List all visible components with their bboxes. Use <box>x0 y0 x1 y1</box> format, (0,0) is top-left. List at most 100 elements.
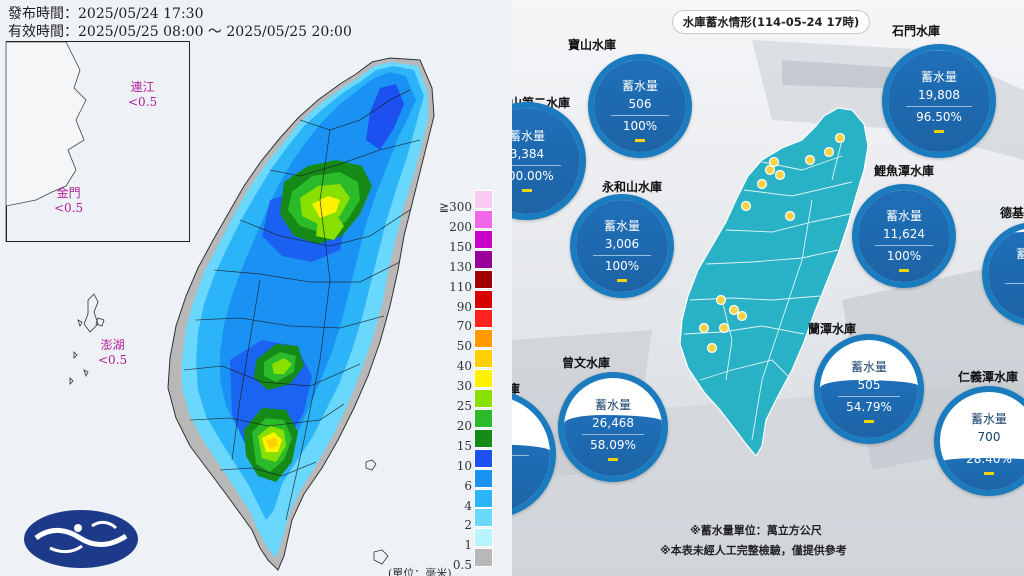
reservoir-gauge[interactable]: 蓄水量 3,384 100.00% <box>512 102 586 220</box>
storage-percent: 28.40% <box>966 452 1012 466</box>
water-level-fill <box>576 200 668 292</box>
legend-label: 70 <box>456 319 472 334</box>
divider <box>512 455 530 456</box>
storage-label: 蓄水量 <box>920 70 957 84</box>
legend-swatch <box>474 468 493 488</box>
water-level-fill <box>858 190 950 282</box>
storage-value: 11,624 <box>883 227 925 241</box>
legend-swatch <box>474 329 493 349</box>
storage-label: 蓄水量 <box>512 417 550 434</box>
legend-swatch <box>474 428 493 448</box>
status-dash-icon <box>984 472 994 475</box>
legend-swatch <box>474 528 493 548</box>
legend-swatch <box>474 389 493 408</box>
storage-label: 蓄水量 <box>988 245 1024 262</box>
reservoir-gauge[interactable]: 蓄水量 19,808 96.50% <box>882 44 996 158</box>
status-dash-icon <box>934 130 944 133</box>
rainfall-map-panel: 發布時間：2025/05/24 17:30 有效時間：2025/05/25 08… <box>0 0 512 576</box>
status-dash-icon <box>864 420 874 423</box>
legend-label: 130 <box>449 259 472 274</box>
storage-percent: 58.09% <box>590 438 636 452</box>
storage-value: 17 <box>988 265 1024 279</box>
storage-label: 蓄水量 <box>594 398 631 412</box>
storage-value: 700 <box>977 430 1001 444</box>
water-level-fill <box>988 232 1024 320</box>
legend-unit: (單位：毫米) <box>388 567 452 576</box>
storage-percent: 96.50% <box>916 110 962 124</box>
reservoir-gauge[interactable]: 蓄水量 506 100% <box>588 54 692 158</box>
reservoir-gauge[interactable]: 蓄水量 700 28.40% <box>934 386 1024 496</box>
divider <box>874 245 934 246</box>
status-dash-icon <box>617 279 627 282</box>
divider <box>610 115 670 116</box>
legend-label: 30 <box>456 379 472 394</box>
green-island <box>365 459 377 471</box>
reservoir-gauge[interactable]: 蓄水量 26,468 58.09% <box>558 372 668 482</box>
legend-label: 0.5 <box>452 558 472 573</box>
storage-percent: 54.79% <box>846 400 892 414</box>
issue-time: 發布時間：2025/05/24 17:30 <box>8 6 204 22</box>
storage-percent: 100% <box>886 249 922 263</box>
legend-swatch <box>474 309 493 329</box>
legend-label: 4 <box>464 498 472 513</box>
storage-value: 19,808 <box>918 88 960 102</box>
storage-value: 3,006 <box>604 237 640 251</box>
status-dash-icon <box>899 269 909 272</box>
divider <box>581 434 645 435</box>
reservoir-panel: 寶山水庫蓄水量506100%石門水庫蓄水量19,80896.50%寶山第二水庫蓄… <box>512 0 1024 576</box>
water-level-fill <box>564 415 662 476</box>
legend-label: 1 <box>464 538 472 553</box>
reservoir-name: 德基水庫 <box>1000 206 1024 220</box>
water-level-fill <box>820 380 918 438</box>
legend-swatch <box>474 548 493 568</box>
divider <box>837 396 901 397</box>
taiwan-reservoir-map <box>679 107 869 458</box>
reservoir-gauge[interactable]: 蓄水量 11,624 100% <box>852 184 956 288</box>
water-level-fill <box>940 458 1024 490</box>
legend-swatch <box>474 269 493 289</box>
legend-swatch <box>474 448 493 468</box>
legend-label: 200 <box>449 219 472 234</box>
divider <box>1004 283 1024 284</box>
reservoir-gauge[interactable]: 蓄水量 505 54.79% <box>814 334 924 444</box>
storage-label: 蓄水量 <box>621 79 658 93</box>
status-dash-icon <box>635 139 645 142</box>
water-level-fill <box>512 108 580 214</box>
legend-label: 10 <box>456 458 472 473</box>
legend-label: 110 <box>449 279 472 294</box>
reservoir-name: 寶山水庫 <box>568 38 617 52</box>
legend-swatch <box>474 508 493 528</box>
reservoir-name: 永和山水庫 <box>602 180 663 194</box>
reservoir-title: 水庫蓄水情形(114-05-24 17時) <box>672 10 870 34</box>
storage-value: 505 <box>857 378 881 392</box>
reservoir-name: 蘭潭水庫 <box>808 322 857 336</box>
legend-label: 2 <box>464 518 472 533</box>
storage-label: 蓄水量 <box>970 412 1007 426</box>
valid-time: 有效時間：2025/05/25 08:00 ～ 2025/05/25 20:00 <box>8 24 352 40</box>
status-dash-icon <box>608 458 618 461</box>
reservoir-name: 鯉魚潭水庫 <box>874 164 935 178</box>
reservoir-gauge[interactable]: 蓄水量 3,006 100% <box>570 194 674 298</box>
storage-percent: % <box>512 459 550 473</box>
reservoir-name: 曾文水庫 <box>562 356 611 370</box>
legend-label: 40 <box>456 359 472 374</box>
island-lienchiang: 連江 <0.5 <box>128 80 158 109</box>
reservoir-location-dots <box>698 132 846 354</box>
storage-value: 3,384 <box>512 147 545 161</box>
inset-coast <box>6 42 87 207</box>
storage-label: 蓄水量 <box>885 209 922 223</box>
reservoir-name: 石門水庫 <box>892 24 941 38</box>
legend-label: 90 <box>456 299 472 314</box>
storage-value: 26,468 <box>592 416 634 430</box>
legend-swatch <box>474 289 493 309</box>
county-boundaries <box>183 89 421 521</box>
legend-label: 50 <box>456 339 472 354</box>
status-dash-icon <box>522 189 532 192</box>
note-disclaimer: ※本表未經人工完整檢驗，僅提供參考 <box>660 544 847 557</box>
storage-label: 蓄水量 <box>512 129 545 143</box>
note-unit: ※蓄水量單位：萬立方公尺 <box>690 524 822 537</box>
water-level-fill <box>594 60 686 152</box>
storage-percent: 100% <box>604 259 640 273</box>
legend-swatch <box>474 349 493 369</box>
legend-swatch <box>474 229 493 249</box>
